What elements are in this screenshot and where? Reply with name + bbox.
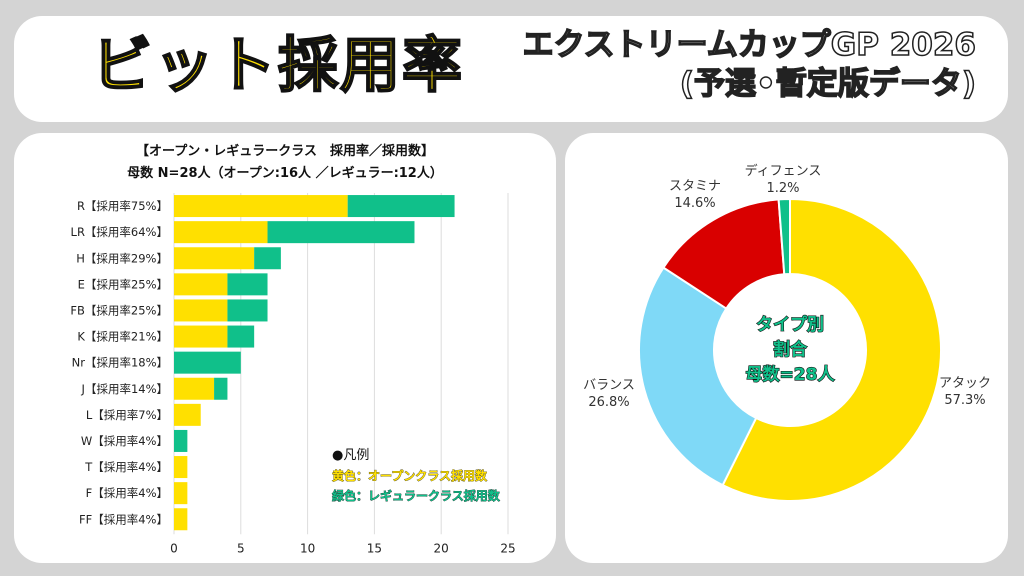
x-tick-label: 5 (237, 541, 245, 555)
x-tick-label: 0 (170, 541, 178, 555)
slice-label: スタミナ (669, 179, 721, 194)
slice-label: バランス (583, 378, 635, 393)
donut-slice (777, 197, 791, 276)
bar-open (174, 221, 268, 244)
category-label: L【採用率7%】 (86, 408, 168, 422)
bar-regular (267, 221, 415, 244)
bar-regular (174, 429, 188, 452)
header-card: ビット採用率 エクストリームカップGP 2026 (予選•暫定版データ) (14, 16, 1008, 122)
bar-regular (227, 299, 268, 322)
donut-chart: アタック 57.3% バランス 26.8% スタミナ 14.6% ディフェンス 1.2% タイプ… (583, 163, 991, 502)
bar-chart: 0 5 10 15 20 25 R【採用率75%】 LR【採用率64%】 H【採用率29%】 E【… (70, 193, 516, 555)
slice-value: 1.2% (766, 181, 799, 196)
bar-open (174, 273, 228, 296)
slice-value: 57.3% (944, 393, 985, 408)
slice-value: 14.6% (674, 196, 715, 211)
bar-chart-subtitle: 母数 N=28人（オープン:16人 ／レギュラー:12人） (127, 166, 443, 181)
category-label: F【採用率4%】 (86, 486, 168, 500)
subtitle: エクストリームカップGP 2026 (予選•暫定版データ) (522, 26, 977, 104)
category-label: K【採用率21%】 (77, 330, 168, 344)
category-label: FF【採用率4%】 (79, 512, 168, 526)
category-label: LR【採用率64%】 (71, 225, 168, 239)
bar-open (174, 456, 188, 479)
bar-open (174, 247, 255, 270)
category-label: R【採用率75%】 (77, 199, 168, 213)
category-label: T【採用率4%】 (84, 460, 168, 474)
x-tick-label: 20 (434, 541, 449, 555)
subtitle-line-2: (予選•暫定版データ) (679, 65, 977, 102)
bar-chart-card: 【オープン・レギュラークラス 採用率／採用数】 母数 N=28人（オープン:16… (14, 133, 556, 563)
legend-regular: 緑色：レギュラークラス採用数 (332, 488, 501, 503)
donut-slice (721, 197, 942, 502)
bar-open (174, 325, 228, 348)
category-label: FB【採用率25%】 (70, 303, 168, 317)
legend-heading: ●凡例 (332, 448, 369, 463)
slice-label: アタック (939, 376, 991, 391)
bar-regular (227, 325, 255, 348)
bar-regular (227, 273, 268, 296)
bar-open (174, 403, 201, 426)
bar-regular (214, 377, 228, 400)
subtitle-line-1: エクストリームカップGP 2026 (522, 26, 977, 63)
slice-value: 26.8% (588, 395, 629, 410)
donut-slice (638, 266, 758, 487)
bar-open (174, 195, 348, 218)
bar-open (174, 508, 188, 531)
donut-center-line-1: タイプ別 (756, 314, 824, 335)
x-tick-label: 25 (500, 541, 515, 555)
bar-chart-title: 【オープン・レギュラークラス 採用率／採用数】 (136, 144, 434, 159)
category-label: W【採用率4%】 (81, 434, 168, 448)
category-label: H【採用率29%】 (76, 251, 168, 265)
x-tick-label: 10 (300, 541, 315, 555)
category-label: E【採用率25%】 (78, 277, 168, 291)
x-tick-label: 15 (367, 541, 382, 555)
main-title: ビット採用率 (91, 31, 464, 101)
slice-label: ディフェンス (745, 163, 822, 179)
bar-open (174, 299, 228, 322)
pie-chart-card: アタック 57.3% バランス 26.8% スタミナ 14.6% ディフェンス 1.2% タイプ… (565, 133, 1008, 563)
bar-open (174, 377, 215, 400)
legend-open: 黄色：オープンクラス採用数 (332, 468, 488, 483)
bar-regular (254, 247, 281, 270)
bar-regular (174, 351, 241, 374)
donut-center-line-3: 母数=28人 (746, 364, 836, 385)
bar-regular (347, 195, 455, 218)
bar-open (174, 482, 188, 505)
category-label: Nr【採用率18%】 (72, 356, 168, 370)
category-label: J【採用率14%】 (81, 382, 168, 396)
donut-center-line-2: 割合 (773, 339, 808, 360)
